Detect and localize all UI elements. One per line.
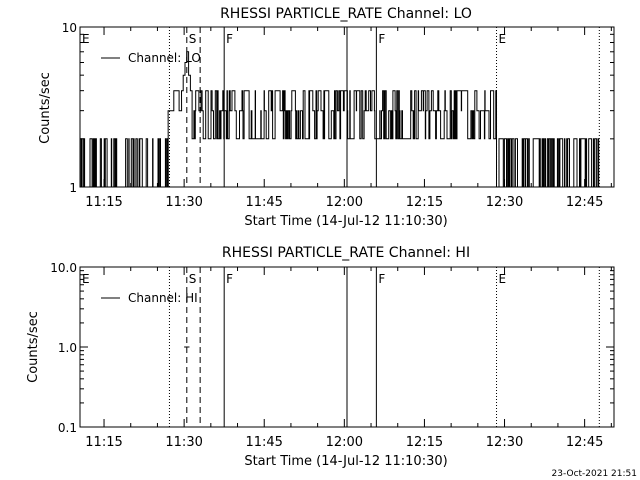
y-tick-label: 1.0 <box>58 341 77 355</box>
event-marker-label: F <box>378 272 385 286</box>
plot-area: 1 10 11:15 11:30 11:45 12:00 12:15 12:30 12:45 E S… <box>62 21 615 210</box>
chart-title: RHESSI PARTICLE_RATE Channel: HI <box>222 245 470 261</box>
x-tick-label: 11:15 <box>85 195 122 210</box>
legend-label: Channel: HI <box>128 291 198 305</box>
event-marker-label: F <box>226 32 233 46</box>
x-tick-label: 12:30 <box>486 435 523 450</box>
x-axis-label: Start Time (14-Jul-12 11:10:30) <box>244 454 447 469</box>
x-tick-label: 11:45 <box>245 435 282 450</box>
event-marker-label: E <box>82 32 90 46</box>
legend-label: Channel: LO <box>128 51 201 65</box>
x-tick-label: 12:00 <box>326 435 363 450</box>
event-marker-label: S <box>189 32 197 46</box>
y-axis-label: Counts/sec <box>26 311 41 383</box>
y-tick-label: 1 <box>69 181 77 195</box>
x-tick-label: 12:15 <box>406 195 443 210</box>
x-tick-label: 11:45 <box>245 195 282 210</box>
y-axis-label: Counts/sec <box>38 72 53 144</box>
event-marker-label: S <box>189 272 197 286</box>
event-marker-label: E <box>82 272 90 286</box>
x-tick-label: 11:15 <box>85 435 122 450</box>
x-tick-label: 12:45 <box>566 435 603 450</box>
series-line <box>80 51 600 188</box>
event-marker-label: E <box>499 32 507 46</box>
plot-area: 0.1 1.0 10.0 11:15 11:30 11:45 12:00 12:15 12:30… <box>50 261 615 450</box>
x-tick-label: 12:30 <box>486 195 523 210</box>
y-tick-label: 10.0 <box>50 261 77 275</box>
x-axis-label: Start Time (14-Jul-12 11:10:30) <box>244 214 447 229</box>
event-marker-label: F <box>378 32 385 46</box>
hi-channel-panel: RHESSI PARTICLE_RATE Channel: HI 0.1 1.0 1… <box>26 245 615 469</box>
timestamp: 23-Oct-2021 21:51 <box>552 469 637 479</box>
x-tick-label: 11:30 <box>165 195 202 210</box>
y-tick-label: 10 <box>62 21 77 35</box>
x-tick-label: 12:00 <box>326 195 363 210</box>
x-tick-label: 11:30 <box>165 435 202 450</box>
lo-channel-panel: RHESSI PARTICLE_RATE Channel: LO 1 10 11:1… <box>38 6 615 229</box>
x-tick-label: 12:45 <box>566 195 603 210</box>
event-marker-label: E <box>499 272 507 286</box>
chart-title: RHESSI PARTICLE_RATE Channel: LO <box>220 6 472 22</box>
y-tick-label: 0.1 <box>58 421 77 435</box>
x-tick-label: 12:15 <box>406 435 443 450</box>
event-marker-label: F <box>226 272 233 286</box>
